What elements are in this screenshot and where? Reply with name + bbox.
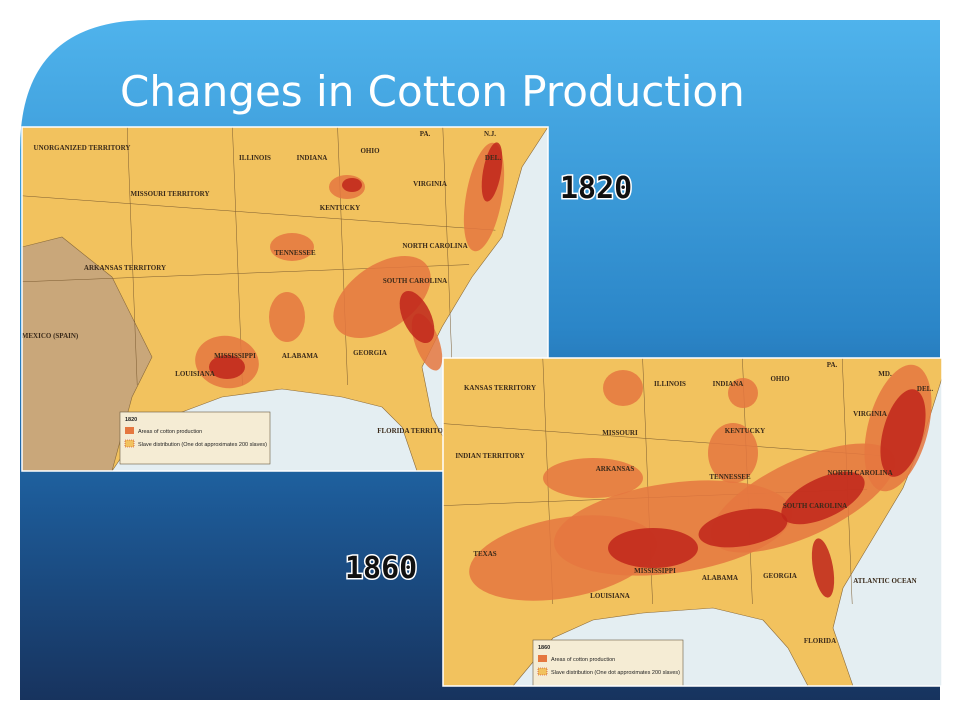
map-label: INDIANA	[713, 380, 744, 388]
border	[337, 127, 348, 386]
cotton-area	[269, 292, 305, 342]
map-label: SOUTH CAROLINA	[783, 502, 847, 510]
map-label: ARKANSAS TERRITORY	[84, 264, 166, 272]
map-label: FLORIDA	[804, 637, 836, 645]
map-label: NORTH CAROLINA	[827, 469, 892, 477]
map-label: MISSISSIPPI	[214, 352, 256, 360]
map-label: VIRGINIA	[853, 410, 887, 418]
legend-box	[119, 411, 271, 465]
map-label: LOUISIANA	[175, 370, 215, 378]
map-label: ARKANSAS	[596, 465, 635, 473]
map-label: UNORGANIZED TERRITORY	[34, 144, 131, 152]
legend-swatch	[537, 667, 548, 676]
legend-swatch	[124, 439, 135, 448]
slave-density	[399, 290, 435, 344]
legend-swatch	[125, 427, 134, 434]
year-label: 1820	[560, 171, 632, 206]
cotton-area	[270, 233, 314, 261]
legend-item: Slave distribution (One dot approximates…	[138, 442, 267, 448]
legend-swatch	[538, 655, 547, 662]
map-label: KENTUCKY	[320, 204, 360, 212]
map-label: DEL.	[917, 385, 933, 393]
border	[443, 423, 893, 457]
slave-density	[880, 389, 926, 477]
map-label: ILLINOIS	[654, 380, 686, 388]
map-label: INDIANA	[297, 154, 328, 162]
border	[22, 195, 496, 231]
map-label: MD.	[878, 370, 892, 378]
map-label: OHIO	[770, 375, 790, 383]
border	[442, 127, 454, 386]
legend-item: Slave distribution (One dot approximates…	[551, 670, 680, 676]
map-label: TENNESSEE	[709, 473, 751, 481]
legend-title: 1860	[538, 645, 550, 651]
map-label: SOUTH CAROLINA	[383, 277, 447, 285]
map-content: KANSAS TERRITORY ILLINOIS INDIANA OHIO PA. MD…	[443, 358, 942, 686]
cotton-area	[543, 458, 643, 498]
map-label: ILLINOIS	[239, 154, 271, 162]
legend-box	[532, 639, 684, 686]
slave-density	[781, 471, 865, 525]
map-frame	[21, 126, 549, 472]
map-label: GEORGIA	[763, 572, 797, 580]
map-label: ATLANTIC OCEAN	[853, 577, 916, 585]
map-label: ALABAMA	[282, 352, 318, 360]
map-label: KENTUCKY	[725, 427, 765, 435]
map-label: DEL.	[485, 154, 501, 162]
map-label: MEXICO (SPAIN)	[22, 332, 79, 340]
map-label: OHIO	[360, 147, 380, 155]
year-label: 1860	[345, 551, 417, 586]
map-label: NORTH CAROLINA	[402, 242, 467, 250]
slave-density	[342, 178, 362, 192]
slave-density	[209, 355, 245, 379]
map-label: KANSAS TERRITORY	[464, 384, 536, 392]
border	[126, 127, 138, 386]
foreign-land	[22, 236, 153, 471]
map-label: PA.	[827, 361, 838, 369]
legend-item: Areas of cotton production	[138, 429, 202, 435]
slave-density	[608, 528, 698, 568]
map-label: PA.	[420, 130, 431, 138]
slave-density	[811, 538, 835, 598]
slave-density	[698, 508, 788, 548]
cotton-area	[728, 378, 758, 408]
slave-density	[481, 142, 503, 202]
map-label: MISSOURI	[602, 429, 638, 437]
map-label: FLORIDA TERRITORY	[377, 427, 453, 435]
map-label: INDIAN TERRITORY	[455, 452, 524, 460]
slide-title: Changes in Cotton Production	[120, 67, 745, 116]
map-label: GEORGIA	[353, 349, 387, 357]
map-label: TENNESSEE	[274, 249, 316, 257]
map-label: N.J.	[484, 130, 496, 138]
map-label: TEXAS	[473, 550, 496, 558]
map: KANSAS TERRITORY ILLINOIS INDIANA OHIO PA. MD…	[442, 357, 943, 687]
legend-title: 1820	[125, 417, 137, 423]
map-label: MISSISSIPPI	[634, 567, 676, 575]
map-label: VIRGINIA	[413, 180, 447, 188]
map-frame	[442, 357, 943, 687]
map-label: ALABAMA	[702, 574, 738, 582]
cotton-area	[708, 423, 758, 483]
legend-item: Areas of cotton production	[551, 657, 615, 663]
map-label: MISSOURI TERRITORY	[130, 190, 209, 198]
cotton-area	[603, 370, 643, 406]
map-label: LOUISIANA	[590, 592, 630, 600]
